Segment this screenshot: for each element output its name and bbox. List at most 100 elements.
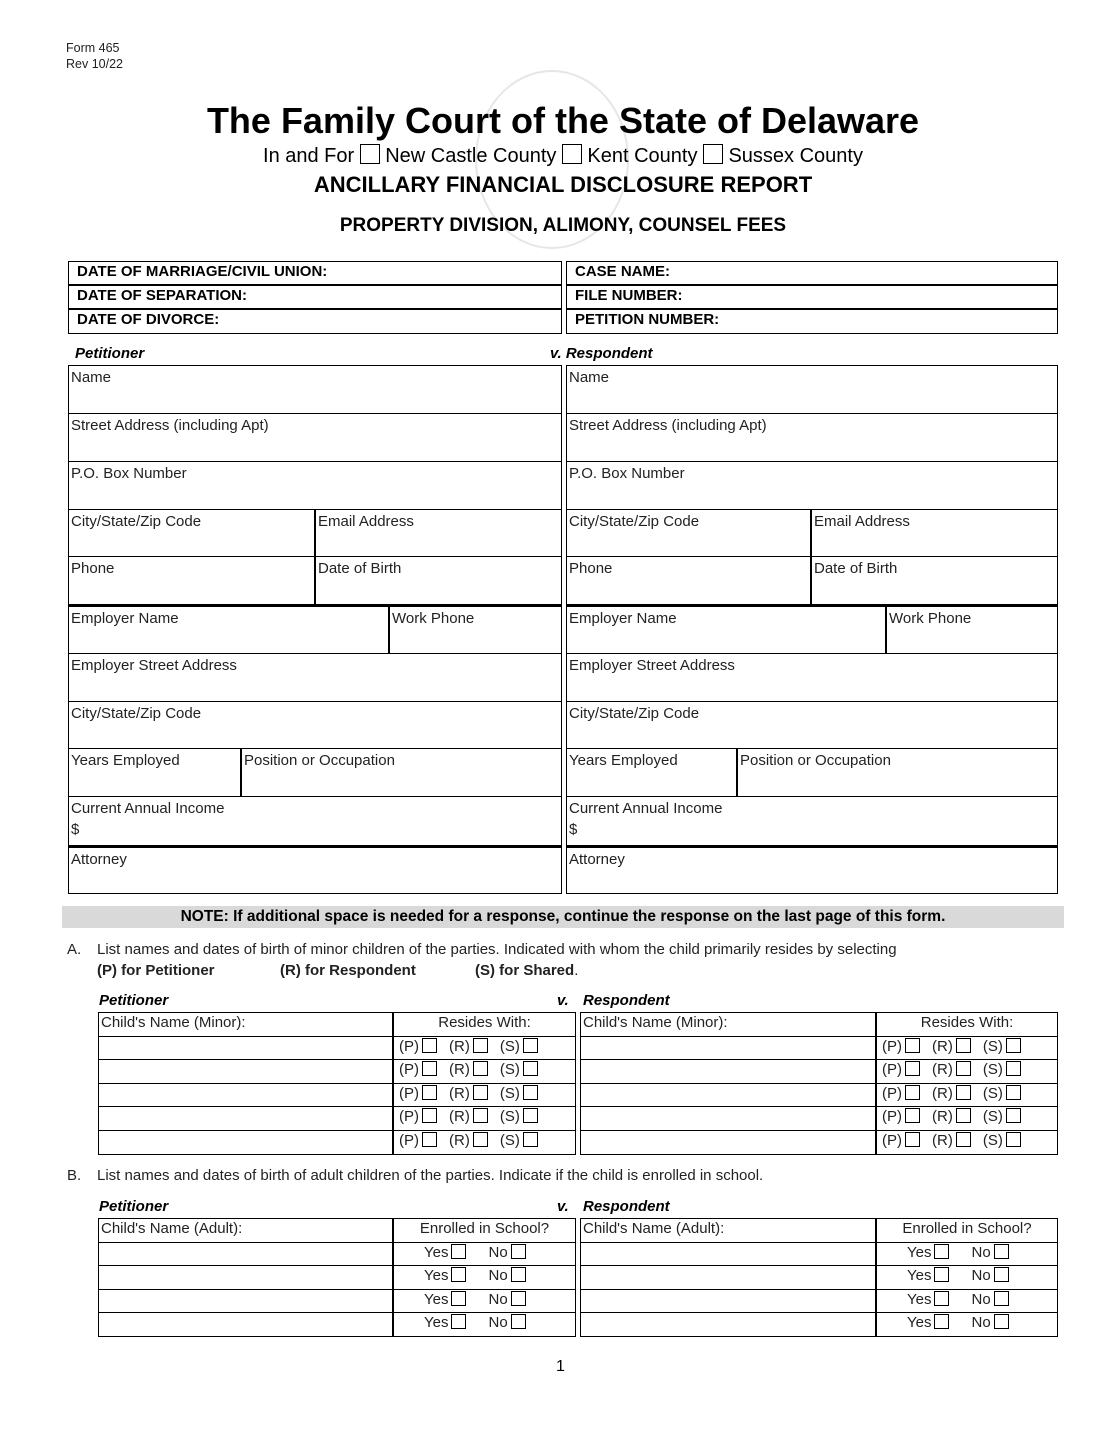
checkbox-r[interactable] bbox=[472, 1037, 488, 1053]
checkbox-no[interactable] bbox=[993, 1243, 1009, 1259]
checkbox-s[interactable] bbox=[1005, 1061, 1021, 1077]
child-name-input[interactable] bbox=[98, 1312, 393, 1337]
checkbox-new-castle[interactable] bbox=[360, 144, 381, 164]
petitioner-field-8b[interactable]: Position or Occupation bbox=[241, 748, 562, 797]
checkbox-r[interactable] bbox=[472, 1132, 488, 1147]
petitioner-field-0[interactable]: Name bbox=[68, 365, 562, 414]
respondent-field-10[interactable]: Attorney bbox=[566, 845, 1058, 894]
respondent-field-3b[interactable]: Email Address bbox=[811, 509, 1058, 557]
child-name-input[interactable] bbox=[580, 1035, 876, 1061]
respondent-field-2[interactable]: P.O. Box Number bbox=[566, 461, 1058, 510]
respondent-field-5a[interactable]: Employer Name bbox=[566, 604, 886, 654]
petitioner-field-4b[interactable]: Date of Birth bbox=[315, 556, 562, 605]
checkbox-p[interactable] bbox=[905, 1084, 920, 1100]
child-name-input[interactable] bbox=[580, 1265, 876, 1290]
checkbox-p[interactable] bbox=[422, 1061, 437, 1077]
checkbox-yes[interactable] bbox=[934, 1243, 950, 1259]
checkbox-s[interactable] bbox=[1005, 1084, 1021, 1100]
respondent-field-6[interactable]: Employer Street Address bbox=[566, 653, 1058, 702]
respondent-field-4b[interactable]: Date of Birth bbox=[811, 556, 1058, 605]
checkbox-p[interactable] bbox=[905, 1061, 920, 1077]
petitioner-field-1[interactable]: Street Address (including Apt) bbox=[68, 413, 562, 462]
petitioner-field-2[interactable]: P.O. Box Number bbox=[68, 461, 562, 510]
checkbox-r[interactable] bbox=[472, 1108, 488, 1124]
checkbox-yes[interactable] bbox=[451, 1314, 467, 1330]
checkbox-no[interactable] bbox=[993, 1267, 1009, 1283]
petitioner-field-4a[interactable]: Phone bbox=[68, 556, 315, 605]
checkbox-yes[interactable] bbox=[451, 1243, 467, 1259]
checkbox-r[interactable] bbox=[955, 1061, 971, 1077]
checkbox-yes[interactable] bbox=[451, 1290, 467, 1306]
checkbox-r[interactable] bbox=[472, 1084, 488, 1100]
respondent-field-4a[interactable]: Phone bbox=[566, 556, 811, 605]
respondent-field-0[interactable]: Name bbox=[566, 365, 1058, 414]
checkbox-kent[interactable] bbox=[562, 144, 583, 164]
petitioner-field-8a[interactable]: Years Employed bbox=[68, 748, 241, 797]
respondent-field-3a[interactable]: City/State/Zip Code bbox=[566, 509, 811, 557]
respondent-field-9[interactable]: Current Annual Income $ bbox=[566, 796, 1058, 846]
respondent-field-8b[interactable]: Position or Occupation bbox=[737, 748, 1058, 797]
checkbox-s[interactable] bbox=[1005, 1037, 1021, 1053]
petitioner-field-3a[interactable]: City/State/Zip Code bbox=[68, 509, 315, 557]
checkbox-r[interactable] bbox=[955, 1037, 971, 1053]
respondent-field-1[interactable]: Street Address (including Apt) bbox=[566, 413, 1058, 462]
checkbox-r[interactable] bbox=[955, 1084, 971, 1100]
child-name-input[interactable] bbox=[98, 1035, 393, 1061]
respondent-field-8a[interactable]: Years Employed bbox=[566, 748, 737, 797]
checkbox-sussex[interactable] bbox=[703, 144, 724, 164]
child-name-input[interactable] bbox=[580, 1312, 876, 1337]
child-name-input[interactable] bbox=[98, 1288, 393, 1314]
petitioner-field-3b[interactable]: Email Address bbox=[315, 509, 562, 557]
checkbox-s[interactable] bbox=[522, 1061, 538, 1077]
child-name-input[interactable] bbox=[580, 1082, 876, 1108]
checkbox-s[interactable] bbox=[522, 1132, 538, 1147]
petitioner-field-9[interactable]: Current Annual Income $ bbox=[68, 796, 562, 846]
checkbox-p[interactable] bbox=[905, 1037, 920, 1053]
child-name-input[interactable] bbox=[580, 1059, 876, 1084]
case-field-right-0[interactable]: CASE NAME: bbox=[566, 261, 1058, 285]
child-name-input[interactable] bbox=[580, 1288, 876, 1314]
checkbox-yes[interactable] bbox=[451, 1267, 467, 1283]
checkbox-no[interactable] bbox=[510, 1314, 526, 1330]
checkbox-p[interactable] bbox=[905, 1108, 920, 1124]
respondent-field-5b[interactable]: Work Phone bbox=[886, 604, 1058, 654]
checkbox-no[interactable] bbox=[510, 1243, 526, 1259]
case-field-left-0[interactable]: DATE OF MARRIAGE/CIVIL UNION: bbox=[68, 261, 562, 285]
child-name-input[interactable] bbox=[580, 1130, 876, 1155]
checkbox-p[interactable] bbox=[422, 1037, 437, 1053]
checkbox-no[interactable] bbox=[510, 1267, 526, 1283]
case-field-right-1[interactable]: FILE NUMBER: bbox=[566, 285, 1058, 309]
checkbox-s[interactable] bbox=[522, 1084, 538, 1100]
petitioner-field-6[interactable]: Employer Street Address bbox=[68, 653, 562, 702]
checkbox-yes[interactable] bbox=[934, 1267, 950, 1283]
checkbox-yes[interactable] bbox=[934, 1290, 950, 1306]
child-name-input[interactable] bbox=[98, 1106, 393, 1131]
checkbox-no[interactable] bbox=[510, 1290, 526, 1306]
child-name-input[interactable] bbox=[580, 1241, 876, 1267]
petitioner-field-10[interactable]: Attorney bbox=[68, 845, 562, 894]
petitioner-field-5a[interactable]: Employer Name bbox=[68, 604, 389, 654]
petitioner-field-7[interactable]: City/State/Zip Code bbox=[68, 701, 562, 749]
checkbox-r[interactable] bbox=[955, 1108, 971, 1124]
child-name-input[interactable] bbox=[98, 1241, 393, 1267]
checkbox-no[interactable] bbox=[993, 1314, 1009, 1330]
child-name-input[interactable] bbox=[98, 1082, 393, 1108]
petitioner-field-5b[interactable]: Work Phone bbox=[389, 604, 562, 654]
checkbox-s[interactable] bbox=[522, 1108, 538, 1124]
child-name-input[interactable] bbox=[98, 1265, 393, 1290]
checkbox-p[interactable] bbox=[905, 1132, 920, 1147]
checkbox-yes[interactable] bbox=[934, 1314, 950, 1330]
checkbox-s[interactable] bbox=[522, 1037, 538, 1053]
case-field-left-1[interactable]: DATE OF SEPARATION: bbox=[68, 285, 562, 309]
checkbox-r[interactable] bbox=[955, 1132, 971, 1147]
checkbox-p[interactable] bbox=[422, 1084, 437, 1100]
child-name-input[interactable] bbox=[98, 1130, 393, 1155]
checkbox-s[interactable] bbox=[1005, 1132, 1021, 1147]
checkbox-p[interactable] bbox=[422, 1108, 437, 1124]
child-name-input[interactable] bbox=[580, 1106, 876, 1131]
child-name-input[interactable] bbox=[98, 1059, 393, 1084]
checkbox-no[interactable] bbox=[993, 1290, 1009, 1306]
case-field-left-2[interactable]: DATE OF DIVORCE: bbox=[68, 309, 562, 334]
checkbox-p[interactable] bbox=[422, 1132, 437, 1147]
case-field-right-2[interactable]: PETITION NUMBER: bbox=[566, 309, 1058, 334]
